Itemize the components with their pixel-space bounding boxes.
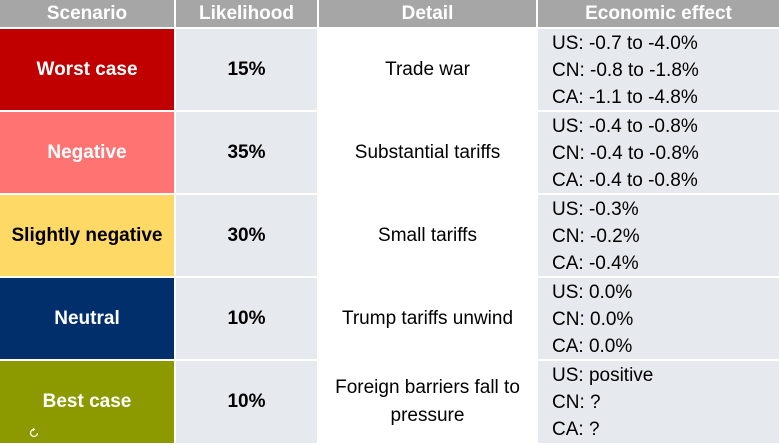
detail-cell: Trade war (319, 29, 538, 112)
effect-cn: CN: 0.0% (552, 309, 634, 330)
likelihood-cell: 10% (176, 278, 319, 361)
economic-effect-cell: US: -0.3% CN: -0.2% CA: -0.4% (538, 195, 779, 278)
refresh-icon[interactable] (28, 427, 40, 439)
likelihood-cell: 15% (176, 29, 319, 112)
effect-cn: CN: -0.8 to -1.8% (552, 60, 699, 81)
effect-cn: CN: ? (552, 392, 601, 413)
detail-cell: Foreign barriers fall to pressure (319, 361, 538, 445)
effect-us: US: -0.7 to -4.0% (552, 33, 698, 54)
economic-effect-cell: US: -0.7 to -4.0% CN: -0.8 to -1.8% CA: … (538, 29, 779, 112)
effect-cn: CN: -0.4 to -0.8% (552, 143, 699, 164)
effect-us: US: 0.0% (552, 282, 633, 303)
detail-cell: Trump tariffs unwind (319, 278, 538, 361)
economic-effect-cell: US: positive CN: ? CA: ? (538, 361, 779, 445)
effect-us: US: -0.3% (552, 199, 639, 220)
header-scenario: Scenario (0, 0, 176, 29)
scenario-label: Best case (42, 391, 132, 412)
scenario-cell: Slightly negative (0, 195, 176, 278)
effect-ca: CA: ? (552, 419, 600, 440)
effect-us: US: positive (552, 365, 654, 386)
economic-effect-cell: US: -0.4 to -0.8% CN: -0.4 to -0.8% CA: … (538, 112, 779, 195)
effect-ca: CA: 0.0% (552, 336, 633, 357)
effect-ca: CA: -0.4% (552, 253, 639, 274)
detail-cell: Substantial tariffs (319, 112, 538, 195)
detail-cell: Small tariffs (319, 195, 538, 278)
effect-cn: CN: -0.2% (552, 226, 640, 247)
header-detail: Detail (319, 0, 538, 29)
likelihood-cell: 30% (176, 195, 319, 278)
scenario-cell: Negative (0, 112, 176, 195)
header-economic-effect: Economic effect (538, 0, 779, 29)
scenario-cell: Best case (0, 361, 176, 445)
effect-ca: CA: -0.4 to -0.8% (552, 170, 698, 191)
likelihood-cell: 35% (176, 112, 319, 195)
likelihood-cell: 10% (176, 361, 319, 445)
economic-effect-cell: US: 0.0% CN: 0.0% CA: 0.0% (538, 278, 779, 361)
header-likelihood: Likelihood (176, 0, 319, 29)
effect-ca: CA: -1.1 to -4.8% (552, 87, 698, 108)
scenario-cell: Worst case (0, 29, 176, 112)
effect-us: US: -0.4 to -0.8% (552, 116, 698, 137)
scenario-cell: Neutral (0, 278, 176, 361)
